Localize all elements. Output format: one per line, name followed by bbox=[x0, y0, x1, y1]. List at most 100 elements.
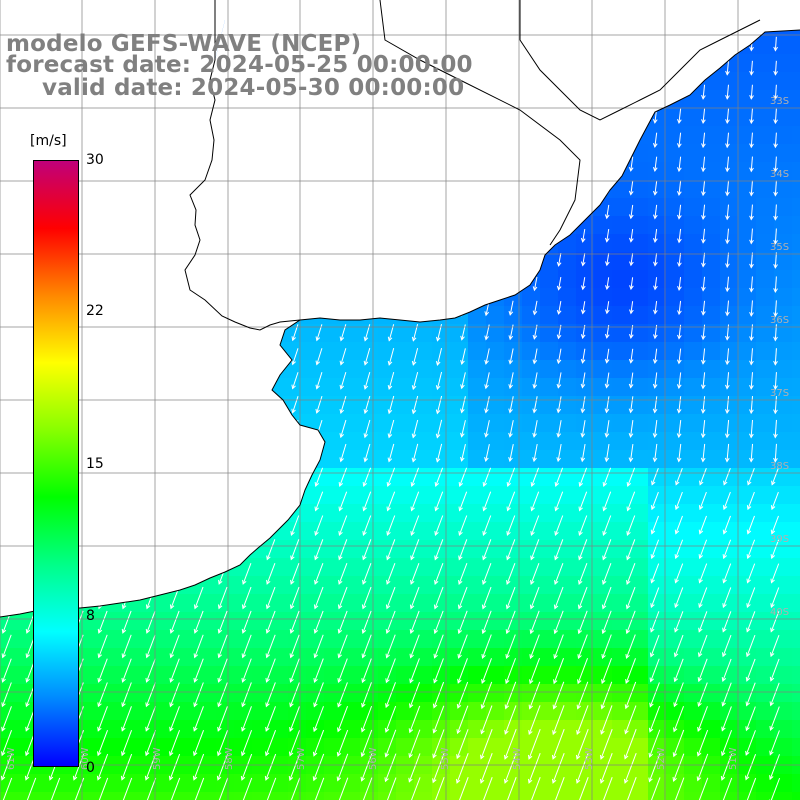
wind-arrow bbox=[289, 729, 301, 756]
speed-cell bbox=[162, 612, 181, 631]
speed-cell bbox=[306, 360, 325, 379]
speed-cell bbox=[792, 450, 800, 469]
wind-arrow-head bbox=[698, 603, 703, 609]
wind-arrow-head bbox=[289, 726, 294, 733]
wind-arrow bbox=[746, 658, 756, 682]
wind-arrow bbox=[771, 563, 780, 583]
speed-cell bbox=[504, 450, 523, 469]
wind-arrow bbox=[649, 729, 661, 758]
speed-cell bbox=[432, 450, 451, 469]
speed-cell bbox=[558, 738, 577, 757]
speed-cell bbox=[522, 612, 541, 631]
speed-cell bbox=[486, 576, 505, 595]
wind-arrow-head bbox=[749, 311, 754, 317]
wind-arrow bbox=[674, 634, 684, 657]
speed-cell bbox=[486, 522, 505, 541]
wind-arrow bbox=[600, 728, 613, 760]
wind-arrow bbox=[289, 682, 300, 707]
wind-arrow-head bbox=[120, 775, 126, 781]
wind-arrow bbox=[723, 491, 731, 510]
wind-arrow-head bbox=[722, 578, 727, 584]
speed-cell bbox=[378, 792, 397, 800]
wind-arrow-head bbox=[460, 408, 465, 414]
speed-cell bbox=[360, 792, 379, 800]
speed-cell bbox=[792, 648, 800, 667]
wind-arrow bbox=[410, 515, 420, 536]
wind-arrow bbox=[624, 729, 637, 759]
wind-arrow-head bbox=[506, 506, 511, 512]
wind-arrow-head bbox=[677, 119, 682, 124]
wind-arrow-head bbox=[411, 360, 417, 366]
wind-arrow-head bbox=[575, 754, 581, 760]
wind-arrow-head bbox=[337, 727, 342, 733]
speed-cell bbox=[666, 684, 685, 703]
wind-arrow-head bbox=[361, 628, 367, 634]
speed-cell bbox=[720, 144, 739, 163]
wind-arrow-head bbox=[578, 555, 583, 561]
speed-cell bbox=[144, 684, 163, 703]
speed-cell bbox=[504, 594, 523, 613]
speed-cell bbox=[306, 378, 325, 397]
speed-cell bbox=[342, 414, 361, 433]
speed-cell bbox=[504, 396, 523, 415]
speed-cell bbox=[702, 738, 721, 757]
wind-arrow bbox=[606, 204, 610, 219]
speed-cell bbox=[540, 684, 559, 703]
speed-cell bbox=[720, 792, 739, 800]
speed-cell bbox=[684, 144, 703, 163]
wind-arrow bbox=[533, 276, 538, 291]
wind-arrow-head bbox=[460, 359, 465, 365]
wind-arrow bbox=[774, 156, 777, 172]
speed-cell bbox=[18, 738, 37, 757]
speed-cell bbox=[666, 432, 685, 451]
wind-arrow bbox=[388, 371, 395, 390]
wind-arrow-head bbox=[599, 754, 605, 760]
wind-arrow bbox=[2, 634, 12, 658]
speed-cell bbox=[342, 684, 361, 703]
wind-arrow-head bbox=[363, 457, 369, 463]
speed-cell bbox=[774, 666, 793, 685]
speed-cell bbox=[522, 396, 541, 415]
wind-arrow bbox=[362, 777, 373, 800]
valid-date: valid date: 2024-05-30 00:00:00 bbox=[42, 75, 465, 101]
wind-arrow bbox=[410, 563, 420, 585]
speed-cell bbox=[342, 324, 361, 343]
speed-cell bbox=[486, 468, 505, 487]
speed-cell bbox=[612, 198, 631, 217]
speed-cell bbox=[558, 594, 577, 613]
speed-cell bbox=[756, 522, 775, 541]
wind-arrow-head bbox=[605, 285, 610, 291]
speed-cell bbox=[396, 792, 415, 800]
wind-arrow bbox=[169, 706, 180, 731]
wind-arrow bbox=[648, 753, 661, 782]
wind-arrow bbox=[242, 563, 252, 585]
speed-cell bbox=[342, 504, 361, 523]
speed-cell bbox=[684, 594, 703, 613]
wind-arrow bbox=[315, 491, 324, 511]
wind-arrow-head bbox=[506, 481, 512, 487]
wind-arrow bbox=[630, 396, 634, 413]
speed-cell bbox=[684, 126, 703, 145]
wind-arrow bbox=[702, 228, 706, 243]
wind-arrow bbox=[630, 156, 634, 171]
wind-arrow-head bbox=[385, 628, 391, 634]
wind-arrow-head bbox=[434, 530, 439, 536]
wind-arrow-head bbox=[482, 579, 487, 585]
wind-arrow-head bbox=[313, 653, 319, 659]
speed-cell bbox=[180, 702, 199, 721]
speed-cell bbox=[414, 720, 433, 739]
speed-cell bbox=[666, 576, 685, 595]
wind-arrow bbox=[726, 396, 730, 414]
wind-arrow bbox=[242, 658, 252, 683]
speed-cell bbox=[720, 450, 739, 469]
wind-arrow bbox=[698, 658, 708, 682]
wind-arrow bbox=[630, 180, 634, 195]
speed-cell bbox=[450, 378, 469, 397]
wind-arrow-head bbox=[121, 604, 127, 610]
wind-arrow-head bbox=[506, 555, 511, 561]
wind-arrow bbox=[555, 491, 564, 511]
speed-cell bbox=[180, 594, 199, 613]
wind-arrow-head bbox=[773, 143, 778, 149]
speed-cell bbox=[702, 108, 721, 127]
speed-cell bbox=[630, 414, 649, 433]
